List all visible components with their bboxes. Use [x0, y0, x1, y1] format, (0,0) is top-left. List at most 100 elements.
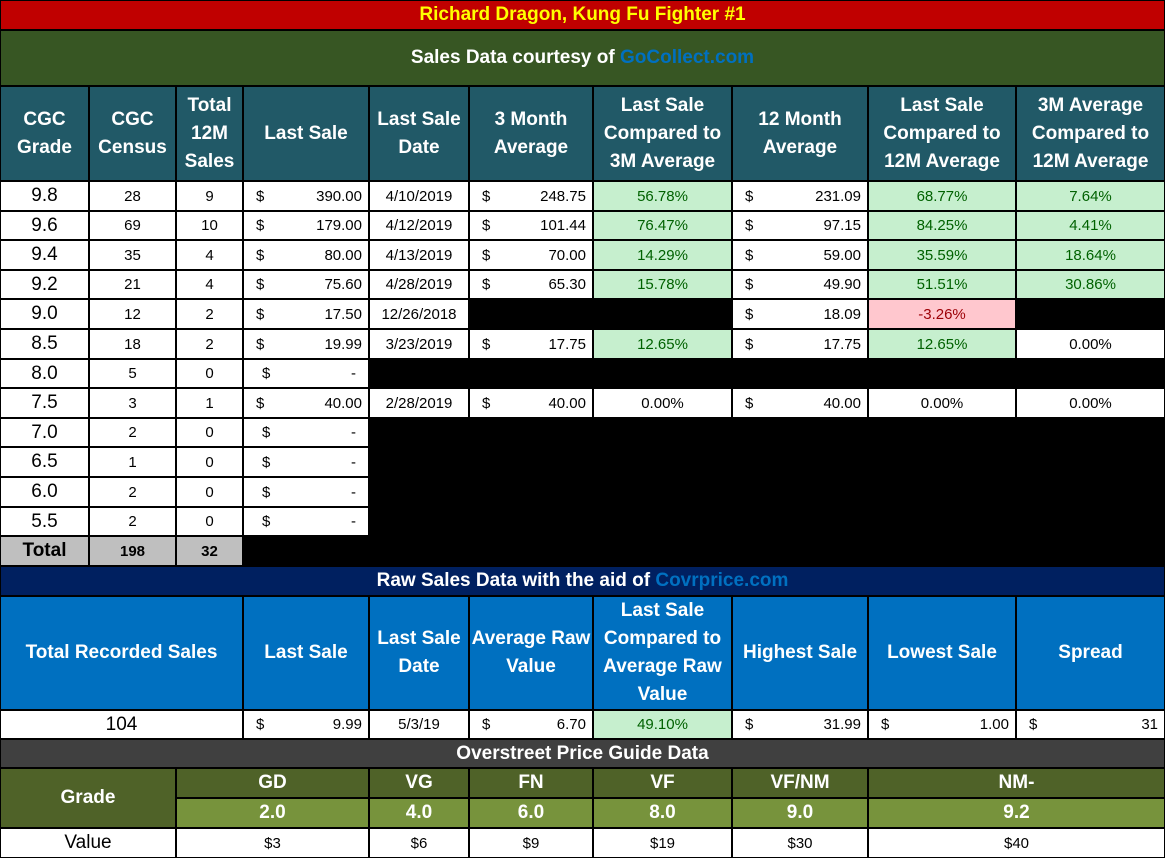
last-sale-date-cell-text: 4/10/2019 [385, 187, 453, 205]
empty-cell [593, 477, 732, 507]
grade-number-cell: 6.0 [469, 798, 593, 828]
three-month-average-cell: $40.00 [469, 388, 593, 418]
census-cell-text: 1 [128, 453, 137, 471]
empty-cell [469, 507, 593, 536]
total-census: 198 [89, 536, 176, 566]
last-sale-vs-3m-cell-text: 12.65% [637, 335, 688, 353]
currency-symbol: $ [482, 335, 491, 353]
last-sale-date-cell: 4/10/2019 [369, 181, 469, 211]
last-sale-cell-value: 179.00 [316, 217, 362, 234]
lowest-sale-cell: $1.00 [868, 710, 1016, 739]
cgc-census-header-text: CGC Census [98, 108, 167, 158]
grade-number-cell: 9.0 [732, 798, 868, 828]
grade-name-cell-text: VF/NM [770, 772, 830, 793]
grade-number-cell: 2.0 [176, 798, 369, 828]
last-sale-cell-value: 75.60 [324, 276, 362, 293]
gocollect-link[interactable]: GoCollect.com [620, 47, 755, 68]
currency-symbol: $ [482, 716, 491, 733]
title-band: Richard Dragon, Kung Fu Fighter #1 [0, 0, 1165, 30]
last-sale-cell: $ - [243, 418, 369, 447]
grade-label: Grade [0, 768, 176, 828]
guide-value-cell-text: $40 [1003, 834, 1030, 852]
grade-cell: 9.0 [0, 299, 89, 329]
last-sale-cell-value: 390.00 [316, 187, 362, 205]
empty-cell [243, 536, 1165, 566]
currency-symbol: $ [482, 217, 491, 234]
total-recorded-sales-header-text: Total Recorded Sales [25, 642, 218, 663]
last-sale-vs-3m-cell: 15.78% [593, 270, 732, 299]
twelve-month-average-header: 12 Month Average [732, 86, 868, 181]
sheet-title: Richard Dragon, Kung Fu Fighter #1 [419, 4, 746, 25]
guide-value-cell: $40 [868, 828, 1165, 858]
grade-name-cell-text: NM- [998, 772, 1035, 793]
grade-label-text: Grade [60, 787, 116, 808]
spread-header: Spread [1016, 596, 1165, 710]
last-sale-cell-value: 17.50 [324, 305, 362, 323]
census-cell: 1 [89, 447, 176, 477]
sales-count-cell: 2 [176, 329, 243, 359]
empty-cell [732, 359, 868, 388]
last-sale-vs-12m-cell: 68.77% [868, 181, 1016, 211]
grade-cell-text: 9.4 [31, 244, 58, 265]
sales-count-cell: 0 [176, 447, 243, 477]
census-cell-text: 21 [124, 276, 141, 293]
empty-cell [1016, 507, 1165, 536]
three-month-average-cell-value: 70.00 [548, 246, 586, 264]
census-cell: 69 [89, 211, 176, 240]
three-month-average-cell: $65.30 [469, 270, 593, 299]
currency-symbol: $ [482, 394, 491, 412]
twelve-month-average-cell-value: 40.00 [823, 394, 861, 412]
census-cell-text: 69 [124, 217, 141, 234]
3m-vs-12m-cell-text: 4.41% [1069, 217, 1112, 234]
last-sale-date-cell-text: 2/28/2019 [385, 394, 453, 412]
empty-cell [469, 418, 593, 447]
last-sale-vs-raw-header-text: Last Sale Compared to Average Raw Value [603, 600, 722, 705]
census-cell-text: 2 [128, 424, 137, 441]
grade-cell-text: 6.0 [31, 481, 58, 502]
last-sale-date-cell-text: 12/26/2018 [381, 305, 457, 323]
currency-symbol: $ [745, 276, 754, 293]
grade-cell-text: 9.0 [31, 303, 58, 324]
raw-last-sale-date-header: Last Sale Date [369, 596, 469, 710]
3m-vs-12m-cell-text: 0.00% [1069, 335, 1112, 353]
grade-number-cell-text: 4.0 [405, 802, 433, 823]
grade-cell-text: 8.0 [31, 362, 58, 384]
grade-cell: 9.6 [0, 211, 89, 240]
census-cell-text: 2 [128, 513, 137, 530]
3m-vs-12m-cell-text: 0.00% [1069, 394, 1112, 412]
last-sale-vs-3m-header-text: Last Sale Compared to 3M Average [603, 94, 722, 172]
sales-count-cell-text: 0 [205, 483, 214, 501]
last-sale-cell: $ - [243, 359, 369, 388]
sales-count-cell: 0 [176, 507, 243, 536]
highest-sale-header: Highest Sale [732, 596, 868, 710]
currency-symbol: $ [745, 335, 754, 353]
last-sale-vs-3m-cell: 56.78% [593, 181, 732, 211]
grade-name-cell: FN [469, 768, 593, 798]
census-cell-text: 3 [128, 394, 137, 412]
sales-count-cell: 1 [176, 388, 243, 418]
last-sale-cell: $ - [243, 477, 369, 507]
last-sale-vs-12m-cell-text: 51.51% [916, 276, 968, 293]
grade-number-cell: 8.0 [593, 798, 732, 828]
cgc-census-header: CGC Census [89, 86, 176, 181]
empty-cell [369, 447, 469, 477]
total-sales-text: 32 [201, 542, 218, 560]
last-sale-date-cell: 3/23/2019 [369, 329, 469, 359]
grade-number-cell-text: 9.0 [786, 802, 814, 823]
currency-symbol: $ [482, 187, 491, 205]
covrprice-link[interactable]: Covrprice.com [655, 570, 789, 591]
grade-name-cell: GD [176, 768, 369, 798]
empty-cell [1016, 299, 1165, 329]
census-cell-text: 2 [128, 483, 137, 501]
currency-symbol: $ [256, 246, 265, 264]
twelve-month-average-cell: $18.09 [732, 299, 868, 329]
3m-vs-12m-cell: 0.00% [1016, 329, 1165, 359]
empty-cell [1016, 477, 1165, 507]
overstreet-band: Overstreet Price Guide Data [0, 739, 1165, 768]
last-sale-date-cell: 2/28/2019 [369, 388, 469, 418]
census-cell: 2 [89, 507, 176, 536]
currency-symbol: $ [256, 716, 265, 733]
last-sale-date-cell-text: 4/12/2019 [385, 217, 453, 234]
sales-count-cell-text: 0 [205, 365, 214, 382]
